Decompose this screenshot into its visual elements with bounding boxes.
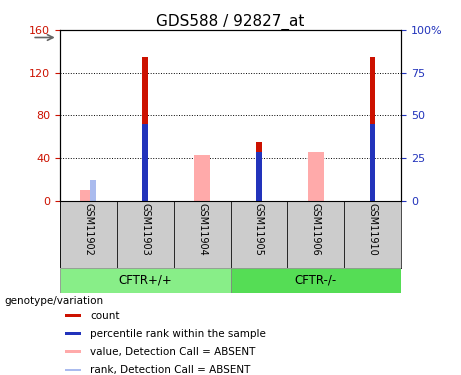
Text: count: count [90,310,119,321]
Bar [142,57,148,201]
Bar [65,332,81,335]
Bar [256,152,262,201]
Bar [370,57,375,201]
Bar [194,155,210,201]
Bar [65,369,81,372]
Bar [256,142,262,201]
Text: GSM11905: GSM11905 [254,202,264,255]
Bar [60,268,230,292]
Bar [80,190,96,201]
Text: genotype/variation: genotype/variation [5,296,104,306]
Bar [117,201,174,268]
Bar [60,201,117,268]
Bar [287,201,344,268]
Text: GSM11906: GSM11906 [311,202,321,255]
Text: rank, Detection Call = ABSENT: rank, Detection Call = ABSENT [90,365,250,375]
Text: CFTR+/+: CFTR+/+ [118,274,172,287]
Text: CFTR-/-: CFTR-/- [295,274,337,287]
Bar [142,124,148,201]
Bar [344,201,401,268]
Text: GSM11902: GSM11902 [83,202,94,255]
Text: GSM11903: GSM11903 [140,202,150,255]
Text: GSM11904: GSM11904 [197,202,207,255]
Title: GDS588 / 92827_at: GDS588 / 92827_at [156,14,305,30]
Bar [174,201,230,268]
Text: percentile rank within the sample: percentile rank within the sample [90,329,266,339]
Bar [90,180,96,201]
Bar [65,314,81,317]
Text: value, Detection Call = ABSENT: value, Detection Call = ABSENT [90,347,255,357]
Bar [65,351,81,353]
Bar [308,152,324,201]
Bar [230,268,401,292]
Bar [230,201,287,268]
Text: GSM11910: GSM11910 [367,202,378,255]
Bar [370,124,375,201]
